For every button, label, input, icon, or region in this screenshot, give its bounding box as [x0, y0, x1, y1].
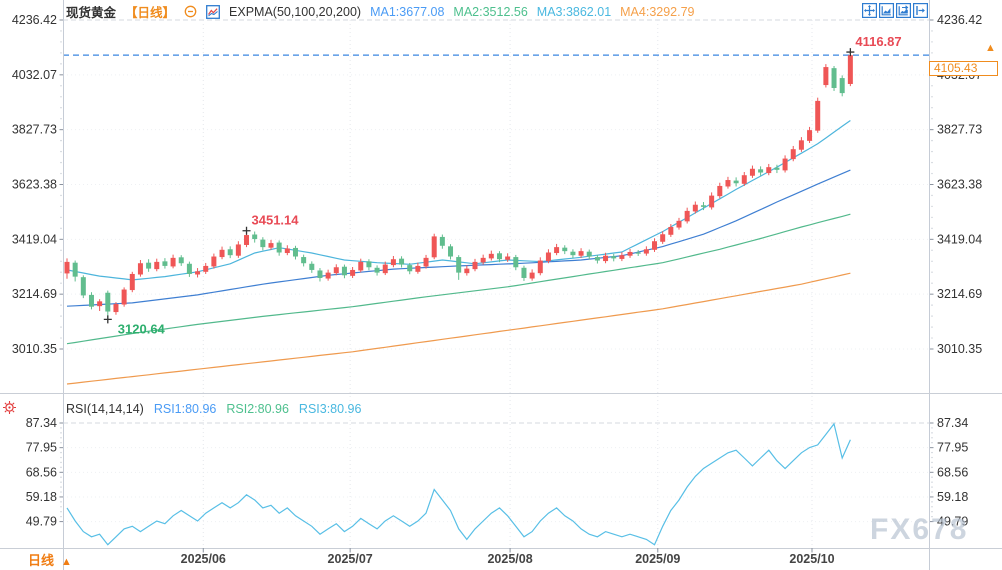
svg-text:59.18: 59.18: [937, 490, 968, 504]
x-axis-month-label: 2025/08: [487, 552, 532, 566]
x-axis-month-label: 2025/10: [789, 552, 834, 566]
svg-text:77.95: 77.95: [26, 441, 57, 455]
ma2-value: MA2:3512.56: [453, 4, 528, 19]
svg-text:68.56: 68.56: [26, 465, 57, 479]
svg-text:3827.73: 3827.73: [12, 123, 57, 137]
up-triangle-icon: ▲: [61, 556, 72, 568]
ma-line-EXPMA200: [66, 272, 851, 385]
symbol-name: 现货黄金: [66, 6, 117, 20]
ma-line-EXPMA50: [66, 169, 851, 307]
svg-text:3010.35: 3010.35: [937, 342, 982, 356]
ma3-value: MA3:3862.01: [536, 4, 612, 19]
chart-header: 现货黄金 【日线】 EXPMA(50,100,20,200) MA1:3677.…: [66, 2, 695, 21]
svg-text:3419.04: 3419.04: [937, 232, 982, 246]
svg-text:59.18: 59.18: [26, 490, 57, 504]
ma-line-EXPMA100: [66, 213, 851, 345]
ma4-value: MA4:3292.79: [620, 4, 695, 19]
x-axis-month-label: 2025/06: [181, 552, 226, 566]
candles: [64, 52, 853, 320]
rsi-line: [66, 422, 851, 546]
rsi2-value: RSI2:80.96: [226, 402, 289, 416]
pan-right-icon[interactable]: [913, 3, 928, 18]
chart-toolbar: [862, 3, 928, 18]
svg-text:87.34: 87.34: [26, 416, 57, 430]
current-price-label: 4105.43: [929, 61, 998, 76]
period-selector-label: 日线: [28, 553, 55, 568]
svg-text:4032.07: 4032.07: [12, 68, 57, 82]
watermark: FX678: [870, 513, 969, 546]
svg-text:3010.35: 3010.35: [12, 342, 57, 356]
svg-text:4116.87: 4116.87: [855, 34, 901, 49]
period-selector[interactable]: 日线 ▲: [28, 550, 72, 569]
x-axis-month-label: 2025/07: [328, 552, 373, 566]
period-label: 【日线】: [125, 6, 176, 20]
svg-text:3214.69: 3214.69: [12, 287, 57, 301]
rsi-indicator-name: RSI(14,14,14): [66, 402, 144, 416]
price-annotations: 3120.64 3451.14 4116.87: [103, 34, 902, 336]
svg-text:3623.38: 3623.38: [12, 178, 57, 192]
axis-zoom-icon[interactable]: [879, 3, 894, 18]
rsi1-value: RSI1:80.96: [153, 402, 217, 416]
svg-text:4236.42: 4236.42: [937, 13, 982, 27]
svg-text:87.34: 87.34: [937, 416, 968, 430]
price-up-arrow-icon: ▲: [985, 42, 996, 54]
pan-crosshair-icon[interactable]: [862, 3, 877, 18]
svg-text:3827.73: 3827.73: [937, 123, 982, 137]
ma-lines: [66, 120, 851, 385]
collapse-icon[interactable]: [184, 5, 197, 18]
svg-text:3451.14: 3451.14: [252, 213, 300, 228]
svg-text:77.95: 77.95: [937, 441, 968, 455]
svg-text:3623.38: 3623.38: [937, 178, 982, 192]
axis-zoom-left-icon[interactable]: [896, 3, 911, 18]
indicator-chart-icon[interactable]: [206, 4, 220, 19]
indicator-name: EXPMA(50,100,20,200): [229, 4, 362, 19]
svg-text:4236.42: 4236.42: [12, 13, 57, 27]
indicator-settings-icon[interactable]: [2, 400, 17, 415]
svg-text:68.56: 68.56: [937, 465, 968, 479]
x-axis-month-label: 2025/09: [635, 552, 680, 566]
gridlines: [63, 19, 930, 548]
svg-text:3214.69: 3214.69: [937, 287, 982, 301]
svg-text:3120.64: 3120.64: [118, 321, 166, 336]
svg-text:3419.04: 3419.04: [12, 232, 57, 246]
rsi3-value: RSI3:80.96: [298, 402, 362, 416]
svg-text:49.79: 49.79: [937, 515, 968, 529]
svg-text:49.79: 49.79: [26, 515, 57, 529]
ma1-value: MA1:3677.08: [370, 4, 445, 19]
rsi-header: RSI(14,14,14) RSI1:80.96 RSI2:80.96 RSI3…: [66, 402, 361, 416]
